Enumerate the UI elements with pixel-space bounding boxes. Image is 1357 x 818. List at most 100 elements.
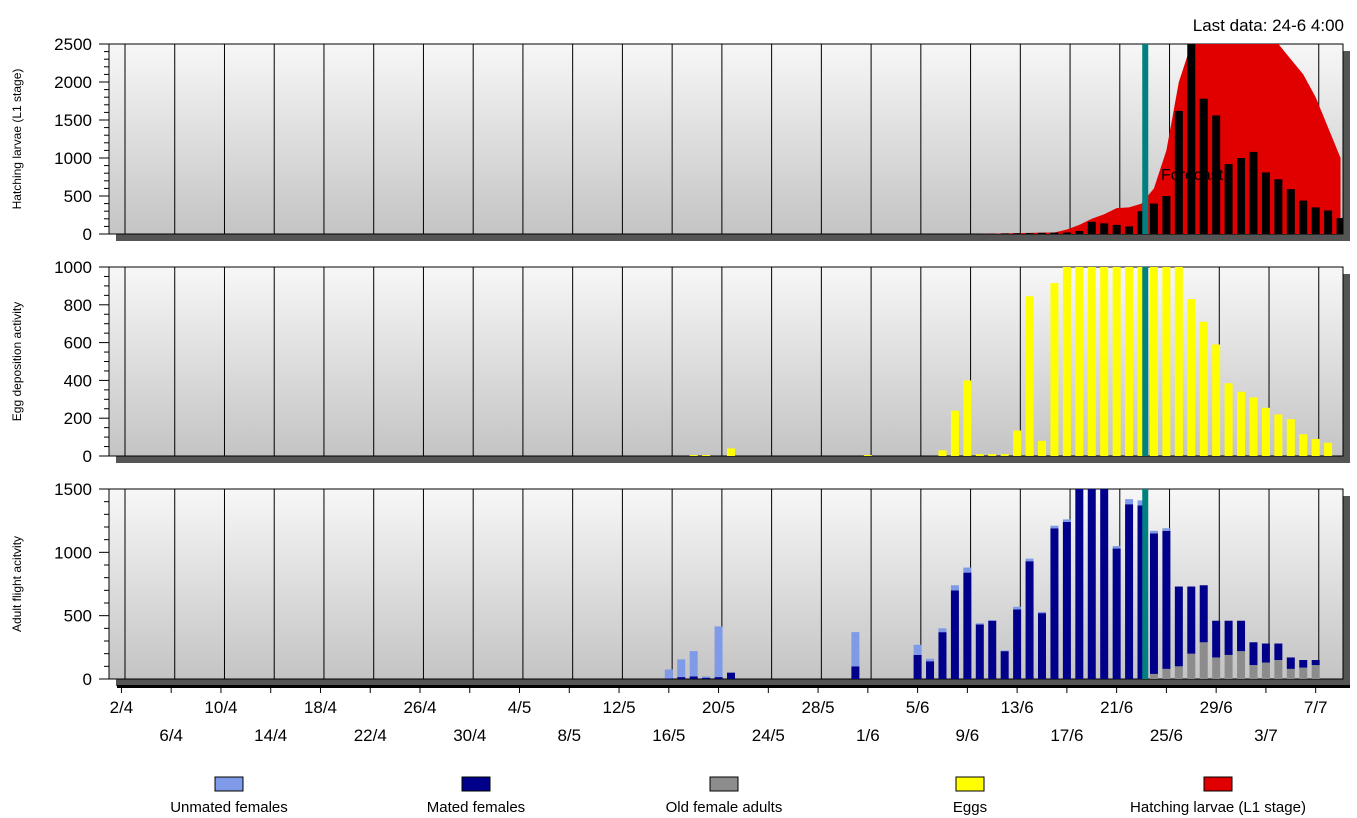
egg-bar — [727, 448, 735, 456]
larvae-bar — [1224, 164, 1233, 234]
x-axis: 2/4 6/4 10/4 14/4 18/4 22/4 26/4 30/4 4/5 8/5 12/5… — [110, 685, 1350, 745]
egg-bar — [1187, 299, 1196, 456]
adult-bar-segment — [1100, 489, 1109, 679]
x-tick-label: 22/4 — [354, 726, 387, 745]
adult-bar-segment — [1311, 665, 1320, 679]
adult-bar-segment — [1299, 660, 1308, 668]
adult-bar-segment — [1125, 499, 1134, 505]
y-tick-label: 2500 — [54, 35, 92, 54]
current-time-marker — [1142, 489, 1149, 679]
x-tick-label: 13/6 — [1001, 698, 1034, 717]
egg-bar — [1000, 454, 1009, 456]
egg-bar — [975, 454, 984, 456]
larvae-bar — [1162, 196, 1171, 234]
x-tick-label: 17/6 — [1050, 726, 1083, 745]
y-axis-label: Adult flight acitvity — [10, 536, 24, 632]
x-tick-label: 1/6 — [856, 726, 880, 745]
x-tick-label: 10/4 — [204, 698, 237, 717]
egg-bar — [1062, 267, 1071, 456]
egg-bar — [1199, 321, 1208, 456]
x-tick-label: 20/5 — [702, 698, 735, 717]
egg-bar — [1075, 267, 1084, 456]
larvae-bar — [1249, 151, 1258, 234]
adult-bar-segment — [1013, 606, 1022, 610]
adult-bar-segment — [975, 624, 984, 679]
adult-bar-segment — [1224, 654, 1233, 679]
x-axis-line — [117, 685, 1350, 688]
egg-bar — [1100, 267, 1109, 456]
x-tick-label: 29/6 — [1200, 698, 1233, 717]
panel-background — [108, 266, 1344, 457]
adult-bar-segment — [702, 677, 711, 679]
adult-bar-segment — [1286, 668, 1295, 679]
x-tick-label: 4/5 — [508, 698, 532, 717]
plot-area — [689, 267, 1333, 456]
adult-bar-segment — [689, 676, 698, 679]
adult-bar-segment — [950, 585, 959, 591]
legend: Unmated females Mated females Old female a… — [170, 776, 1306, 816]
y-tick-label: 200 — [64, 409, 92, 428]
adult-bar-segment — [664, 678, 673, 679]
adult-bar-segment — [677, 659, 686, 678]
adult-bar-segment — [1199, 585, 1208, 643]
adult-bar-segment — [677, 677, 686, 679]
forecast-label: Forecast — [1161, 167, 1224, 184]
egg-bar — [1025, 296, 1034, 456]
adult-bar-segment — [950, 590, 959, 679]
adult-bar-segment — [926, 658, 935, 662]
larvae-bar — [1075, 230, 1084, 234]
egg-bar — [702, 455, 711, 456]
adult-bar-segment — [714, 677, 723, 679]
egg-bar — [1249, 397, 1258, 456]
y-tick-label: 0 — [83, 225, 92, 244]
larvae-bar — [1038, 232, 1046, 234]
larvae-bar — [1174, 110, 1183, 234]
y-axis-label: Hatching larvae (L1 stage) — [10, 69, 24, 210]
egg-bar — [1162, 267, 1171, 456]
larvae-bar — [1000, 233, 1009, 234]
egg-bar — [1013, 430, 1022, 456]
larvae-bar — [1199, 98, 1208, 234]
adult-bar-segment — [1249, 642, 1258, 666]
adult-bar-segment — [963, 572, 972, 679]
adult-bar-segment — [1261, 662, 1270, 679]
y-tick-label: 1500 — [54, 480, 92, 499]
egg-bar — [1125, 267, 1134, 456]
legend-item: Eggs — [953, 776, 987, 816]
egg-bar — [963, 380, 972, 456]
larvae-bar — [1286, 189, 1295, 234]
plot-area — [664, 489, 1320, 679]
adult-bar-segment — [1025, 561, 1034, 679]
larvae-bar — [1212, 115, 1221, 234]
larvae-bar — [1324, 210, 1333, 234]
legend-item: Old female adults — [666, 776, 782, 816]
adult-bar-segment — [1013, 609, 1022, 679]
adult-bar-segment — [988, 620, 997, 679]
y-tick-label: 1500 — [54, 111, 92, 130]
larvae-bar — [1311, 207, 1320, 234]
adult-bar-segment — [689, 651, 698, 677]
adult-bar-segment — [727, 672, 735, 679]
larvae-bar — [1087, 221, 1096, 234]
larvae-bar — [1125, 226, 1134, 234]
egg-bar — [1224, 383, 1233, 456]
legend-item: Mated females — [427, 776, 525, 816]
egg-bar — [1299, 434, 1308, 456]
egg-bar — [1311, 438, 1320, 456]
egg-bar — [1212, 344, 1221, 456]
adult-bar-segment — [1112, 548, 1121, 679]
adult-bar-segment — [702, 676, 711, 678]
adult-bar-segment — [938, 628, 947, 633]
panel-background — [108, 488, 1344, 680]
adult-bar-segment — [1286, 657, 1295, 669]
adult-bar-segment — [1075, 489, 1084, 679]
adult-bar-segment — [1162, 528, 1171, 531]
adult-bar-segment — [988, 620, 997, 621]
adult-bar-segment — [938, 632, 947, 679]
adult-bar-segment — [926, 661, 935, 679]
egg-bar — [1137, 267, 1146, 456]
y-tick-label: 1000 — [54, 149, 92, 168]
larvae-bar — [1299, 200, 1308, 234]
y-tick-label: 0 — [83, 670, 92, 689]
larvae-bar — [1274, 179, 1283, 234]
